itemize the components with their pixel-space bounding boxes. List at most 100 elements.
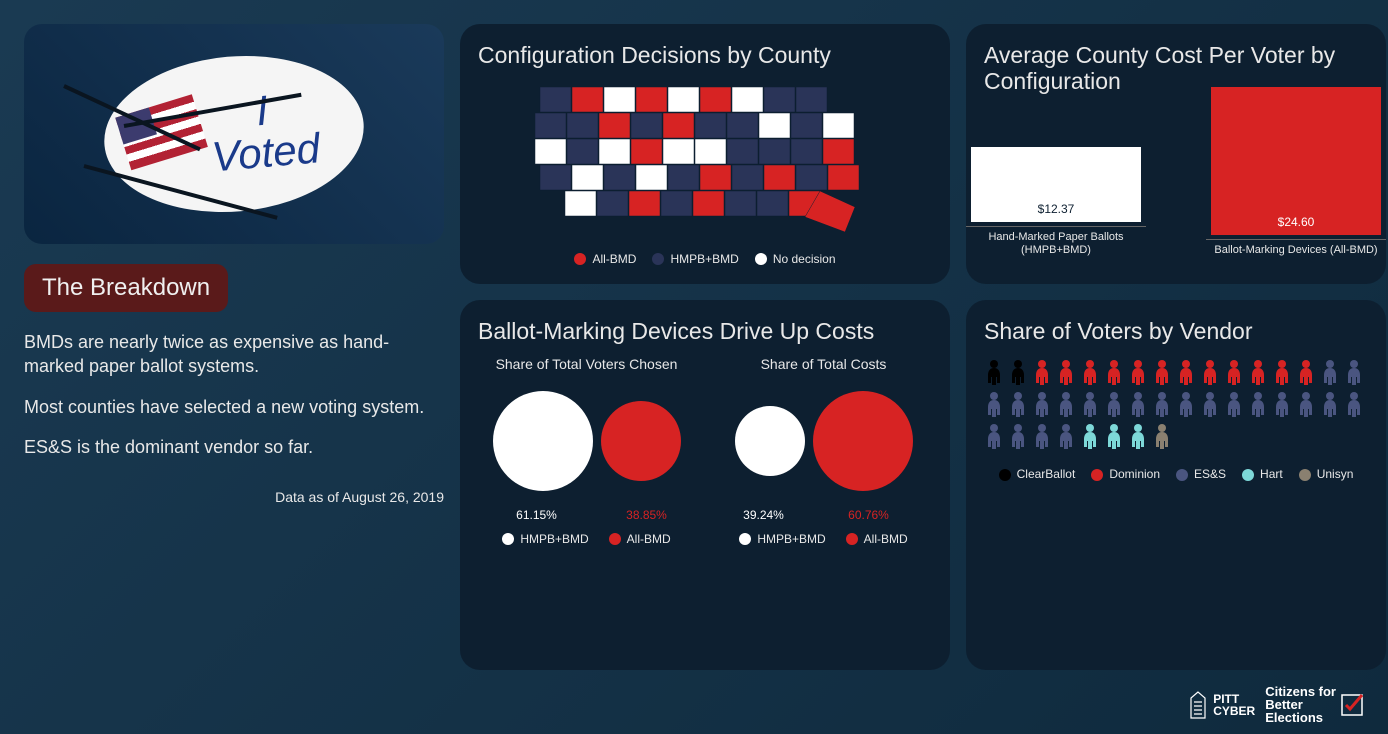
person-icon [1080, 390, 1100, 418]
vendor-title: Share of Voters by Vendor [984, 318, 1368, 344]
legend-label: HMPB+BMD [670, 252, 738, 266]
legend-item: Unisyn [1299, 464, 1354, 486]
legend-item: Hart [1242, 464, 1283, 486]
legend-label: All-BMD [627, 532, 671, 546]
sidebar-paragraph: ES&S is the dominant vendor so far. [24, 435, 444, 459]
bubble-legend: HMPB+BMD All-BMD [502, 532, 670, 546]
person-icon [1128, 422, 1148, 450]
legend-dot-icon [1299, 469, 1311, 481]
legend-item: All-BMD [574, 252, 636, 266]
person-icon [1200, 358, 1220, 386]
person-icon [1104, 390, 1124, 418]
legend-label: Unisyn [1317, 464, 1354, 486]
i-voted-sticker: I Voted [98, 45, 371, 222]
person-icon [1080, 358, 1100, 386]
person-icon [1320, 358, 1340, 386]
bubble-subtitle: Share of Total Costs [761, 356, 887, 372]
person-icon [1296, 390, 1316, 418]
person-icon [1008, 358, 1028, 386]
person-icon [1176, 358, 1196, 386]
person-icon [1272, 390, 1292, 418]
person-icon [984, 358, 1004, 386]
people-grid [984, 358, 1368, 450]
legend-dot-icon [652, 253, 664, 265]
data-date: Data as of August 26, 2019 [24, 489, 444, 505]
legend-label: Dominion [1109, 464, 1160, 486]
bar-panel: Average County Cost Per Voter by Configu… [966, 24, 1386, 284]
person-icon [1248, 358, 1268, 386]
legend-item: ES&S [1176, 464, 1226, 486]
bar-value: $12.37 [1038, 202, 1075, 216]
legend-item: HMPB+BMD [502, 532, 588, 546]
legend-dot-icon [609, 533, 621, 545]
map-panel: Configuration Decisions by County All-BM… [460, 24, 950, 284]
person-icon [1272, 358, 1292, 386]
bubble [601, 401, 681, 481]
hero-image: I Voted [24, 24, 444, 244]
bar: $12.37 [971, 147, 1141, 221]
sidebar: I Voted The Breakdown BMDs are nearly tw… [24, 24, 444, 670]
sidebar-paragraph: Most counties have selected a new voting… [24, 395, 444, 419]
bar-value: $24.60 [1278, 215, 1315, 229]
bubble-pct: 60.76% [819, 508, 919, 522]
footer-logos: PITTCYBER Citizens forBetterElections [1187, 685, 1364, 724]
legend-item: All-BMD [846, 532, 908, 546]
hero-text-line2: Voted [210, 124, 322, 180]
legend-dot-icon [739, 533, 751, 545]
person-icon [1224, 358, 1244, 386]
person-icon [1032, 422, 1052, 450]
bubble-charts: Share of Total Voters Chosen 61.15%38.85… [478, 356, 932, 546]
bubble-pct-row: 39.24% 60.76% [729, 508, 919, 522]
person-icon [1032, 358, 1052, 386]
bubble-subtitle: Share of Total Voters Chosen [496, 356, 678, 372]
bubble-legend: HMPB+BMD All-BMD [739, 532, 907, 546]
legend-dot-icon [1242, 469, 1254, 481]
person-icon [1128, 358, 1148, 386]
map-legend: All-BMD HMPB+BMD No decision [478, 252, 932, 266]
person-icon [1152, 390, 1172, 418]
bubble-chart: Share of Total Costs 39.24% 60.76% HMPB+B… [715, 356, 932, 546]
bubble [813, 391, 913, 491]
legend-label: Hart [1260, 464, 1283, 486]
legend-label: No decision [773, 252, 836, 266]
sidebar-text: BMDs are nearly twice as expensive as ha… [24, 330, 444, 459]
person-icon [1152, 358, 1172, 386]
bar-chart: $12.37 Hand-Marked Paper Ballots (HMPB+B… [984, 107, 1368, 257]
bubble-pct: 39.24% [729, 508, 799, 522]
legend-label: All-BMD [592, 252, 636, 266]
map-title: Configuration Decisions by County [478, 42, 932, 68]
legend-item: All-BMD [609, 532, 671, 546]
bar-label: Ballot-Marking Devices (All-BMD) [1206, 239, 1386, 257]
person-icon [1320, 390, 1340, 418]
vendor-panel: Share of Voters by Vendor ClearBallotDom… [966, 300, 1386, 670]
bubble-title: Ballot-Marking Devices Drive Up Costs [478, 318, 932, 344]
person-icon [1176, 390, 1196, 418]
person-icon [1344, 358, 1364, 386]
bubble [493, 391, 593, 491]
legend-item: HMPB+BMD [652, 252, 738, 266]
legend-label: HMPB+BMD [757, 532, 825, 546]
bar: $24.60 [1211, 87, 1381, 235]
person-icon [1104, 422, 1124, 450]
legend-label: All-BMD [864, 532, 908, 546]
legend-item: No decision [755, 252, 836, 266]
person-icon [1200, 390, 1220, 418]
bar-group: $12.37 Hand-Marked Paper Ballots (HMPB+B… [966, 147, 1146, 257]
legend-dot-icon [755, 253, 767, 265]
bar-label: Hand-Marked Paper Ballots (HMPB+BMD) [966, 226, 1146, 257]
vendor-legend: ClearBallotDominionES&SHartUnisyn [984, 464, 1368, 486]
legend-dot-icon [846, 533, 858, 545]
person-icon [1080, 422, 1100, 450]
person-icon [1152, 422, 1172, 450]
person-icon [1008, 390, 1028, 418]
bar-group: $24.60 Ballot-Marking Devices (All-BMD) [1206, 87, 1386, 257]
person-icon [1224, 390, 1244, 418]
person-icon [1056, 422, 1076, 450]
bubble-row [735, 386, 913, 496]
person-icon [1008, 422, 1028, 450]
breakdown-badge: The Breakdown [24, 264, 228, 312]
person-icon [1056, 358, 1076, 386]
person-icon [1296, 358, 1316, 386]
logo1-line2: CYBER [1213, 704, 1255, 718]
person-icon [1344, 390, 1364, 418]
